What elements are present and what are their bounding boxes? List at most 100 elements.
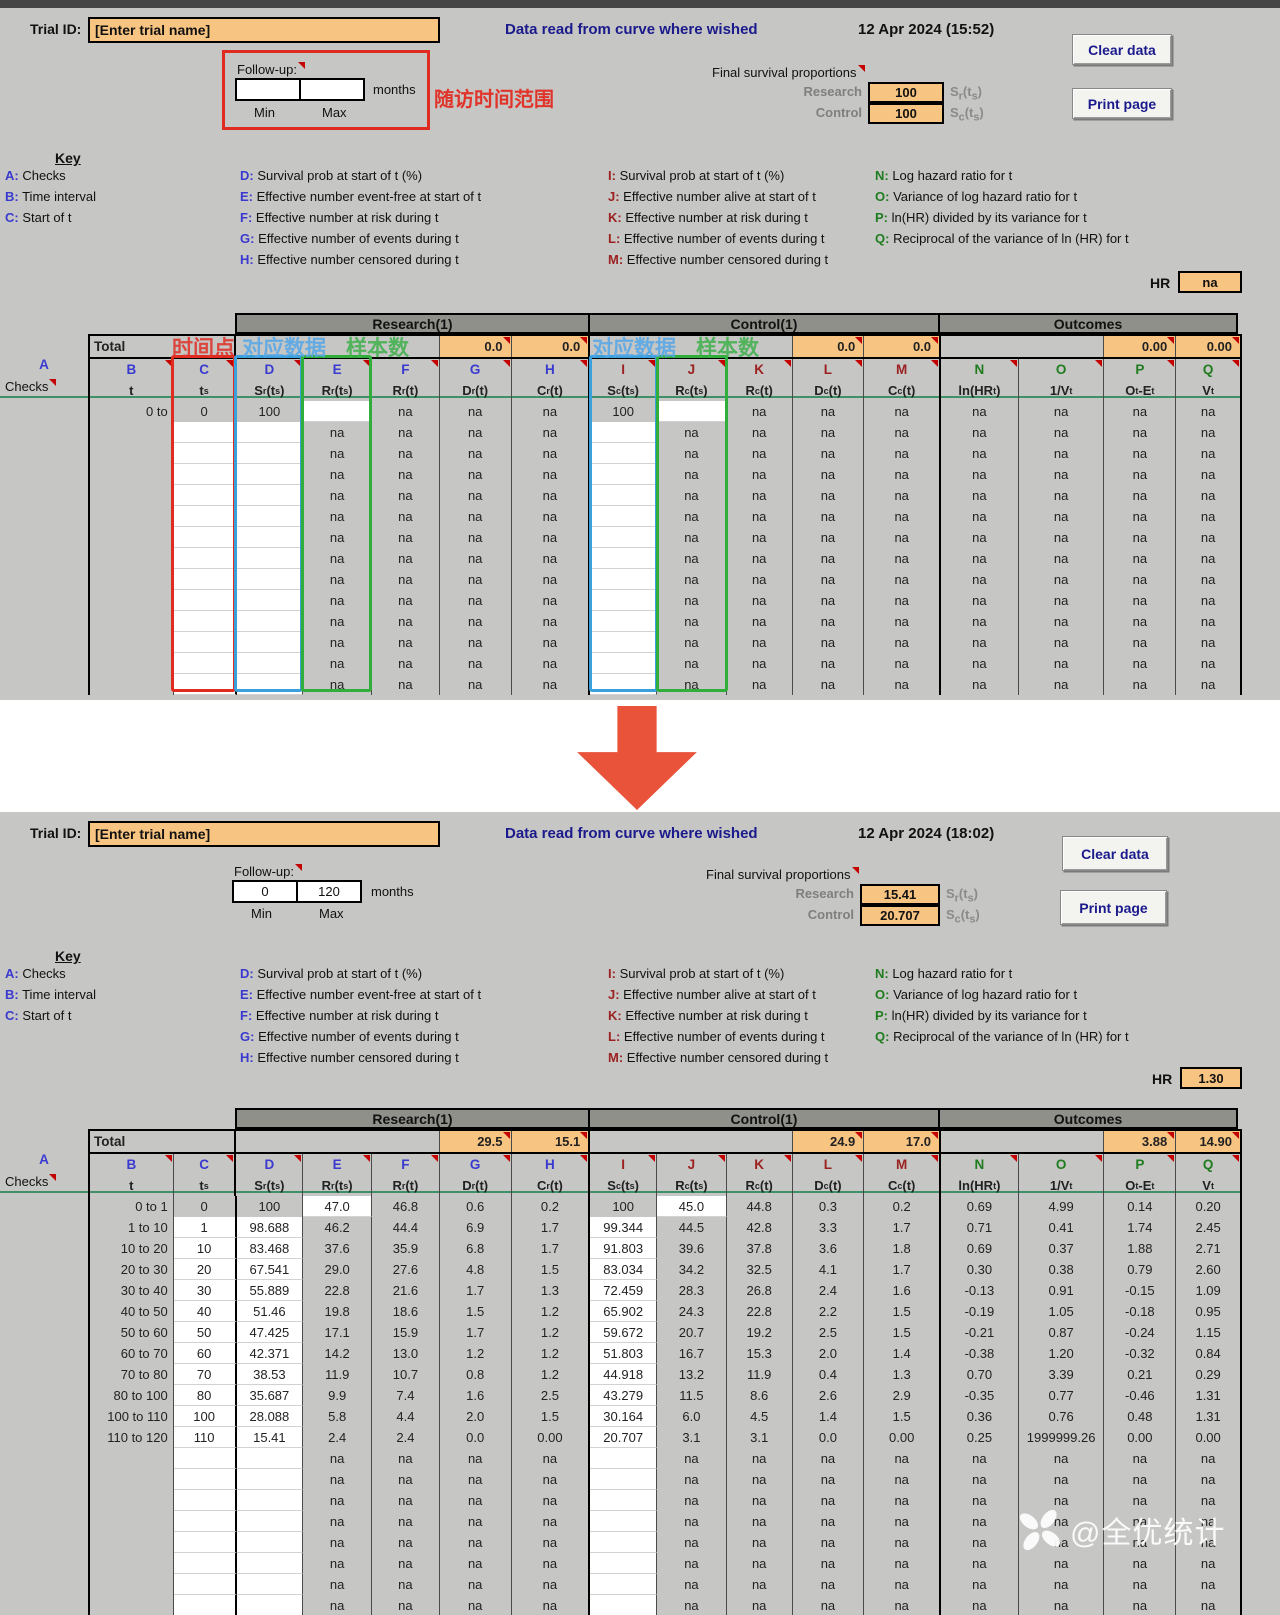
cell-D[interactable] bbox=[236, 1469, 304, 1490]
cell-I[interactable] bbox=[590, 653, 658, 674]
control-survival-input[interactable]: 100 bbox=[868, 103, 944, 124]
cell-D[interactable] bbox=[236, 611, 304, 632]
cell-D[interactable]: 51.46 bbox=[236, 1301, 304, 1322]
cell-D[interactable] bbox=[236, 422, 304, 443]
cell-I[interactable] bbox=[590, 464, 658, 485]
cell-D[interactable]: 55.889 bbox=[236, 1280, 304, 1301]
cell-I[interactable] bbox=[590, 674, 658, 695]
cell-I[interactable] bbox=[590, 1511, 658, 1532]
research-survival-input[interactable]: 15.41 bbox=[860, 884, 940, 905]
cell-C[interactable] bbox=[173, 632, 237, 653]
cell-D[interactable]: 98.688 bbox=[236, 1217, 304, 1238]
cell-D[interactable]: 38.53 bbox=[236, 1364, 304, 1385]
cell-C[interactable] bbox=[173, 443, 237, 464]
cell-C[interactable] bbox=[173, 548, 237, 569]
clear-data-button[interactable]: Clear data bbox=[1072, 34, 1172, 65]
cell-C[interactable] bbox=[173, 1469, 237, 1490]
cell-D[interactable]: 47.425 bbox=[236, 1322, 304, 1343]
followup-min-input[interactable]: 0 bbox=[232, 880, 298, 903]
cell-I[interactable]: 43.279 bbox=[590, 1385, 658, 1406]
cell-E[interactable] bbox=[303, 401, 373, 422]
cell-D[interactable]: 35.687 bbox=[236, 1385, 304, 1406]
cell-C[interactable]: 80 bbox=[173, 1385, 237, 1406]
cell-D[interactable] bbox=[236, 485, 304, 506]
cell-I[interactable]: 83.034 bbox=[590, 1259, 658, 1280]
cell-C[interactable]: 100 bbox=[173, 1406, 237, 1427]
cell-D[interactable] bbox=[236, 443, 304, 464]
cell-I[interactable]: 59.672 bbox=[590, 1322, 658, 1343]
cell-I[interactable] bbox=[590, 1469, 658, 1490]
cell-I[interactable] bbox=[590, 1448, 658, 1469]
cell-C[interactable] bbox=[173, 1511, 237, 1532]
cell-I[interactable]: 30.164 bbox=[590, 1406, 658, 1427]
cell-I[interactable] bbox=[590, 590, 658, 611]
cell-C[interactable]: 20 bbox=[173, 1259, 237, 1280]
cell-I[interactable] bbox=[590, 569, 658, 590]
cell-C[interactable] bbox=[173, 653, 237, 674]
cell-D[interactable] bbox=[236, 1511, 304, 1532]
cell-C[interactable] bbox=[173, 464, 237, 485]
cell-C[interactable]: 110 bbox=[173, 1427, 237, 1448]
cell-I[interactable] bbox=[590, 1595, 658, 1615]
cell-D[interactable] bbox=[236, 1595, 304, 1615]
cell-I[interactable] bbox=[590, 1490, 658, 1511]
cell-C[interactable] bbox=[173, 1595, 237, 1615]
cell-C[interactable] bbox=[173, 590, 237, 611]
cell-D[interactable] bbox=[236, 674, 304, 695]
cell-C[interactable]: 50 bbox=[173, 1322, 237, 1343]
cell-E[interactable]: 47.0 bbox=[303, 1196, 373, 1217]
cell-C[interactable]: 40 bbox=[173, 1301, 237, 1322]
cell-D[interactable] bbox=[236, 527, 304, 548]
followup-max-input[interactable]: 120 bbox=[296, 880, 362, 903]
cell-C[interactable] bbox=[173, 674, 237, 695]
cell-C[interactable] bbox=[173, 1574, 237, 1595]
cell-C[interactable] bbox=[173, 527, 237, 548]
cell-C[interactable] bbox=[173, 611, 237, 632]
cell-I[interactable] bbox=[590, 443, 658, 464]
cell-I[interactable] bbox=[590, 611, 658, 632]
control-survival-input[interactable]: 20.707 bbox=[860, 905, 940, 926]
cell-D[interactable] bbox=[236, 548, 304, 569]
cell-I[interactable] bbox=[590, 1532, 658, 1553]
followup-max-input[interactable] bbox=[299, 78, 365, 101]
cell-I[interactable] bbox=[590, 1553, 658, 1574]
cell-C[interactable]: 1 bbox=[173, 1217, 237, 1238]
cell-I[interactable] bbox=[590, 1574, 658, 1595]
print-page-button[interactable]: Print page bbox=[1072, 88, 1172, 119]
cell-I[interactable] bbox=[590, 506, 658, 527]
cell-I[interactable]: 91.803 bbox=[590, 1238, 658, 1259]
cell-D[interactable]: 67.541 bbox=[236, 1259, 304, 1280]
cell-I[interactable] bbox=[590, 632, 658, 653]
cell-D[interactable]: 28.088 bbox=[236, 1406, 304, 1427]
cell-D[interactable] bbox=[236, 1574, 304, 1595]
cell-C[interactable]: 70 bbox=[173, 1364, 237, 1385]
cell-D[interactable]: 42.371 bbox=[236, 1343, 304, 1364]
cell-C[interactable] bbox=[173, 506, 237, 527]
cell-C[interactable]: 60 bbox=[173, 1343, 237, 1364]
cell-J[interactable] bbox=[657, 401, 727, 422]
cell-C[interactable] bbox=[173, 1448, 237, 1469]
cell-D[interactable] bbox=[236, 1448, 304, 1469]
cell-I[interactable] bbox=[590, 422, 658, 443]
cell-I[interactable]: 72.459 bbox=[590, 1280, 658, 1301]
cell-D[interactable]: 83.468 bbox=[236, 1238, 304, 1259]
cell-C[interactable] bbox=[173, 422, 237, 443]
cell-C[interactable] bbox=[173, 1490, 237, 1511]
trial-id-input[interactable]: [Enter trial name] bbox=[88, 17, 440, 43]
cell-C[interactable] bbox=[173, 569, 237, 590]
cell-C[interactable]: 30 bbox=[173, 1280, 237, 1301]
cell-D[interactable] bbox=[236, 1553, 304, 1574]
clear-data-button[interactable]: Clear data bbox=[1062, 836, 1168, 871]
cell-I[interactable]: 99.344 bbox=[590, 1217, 658, 1238]
cell-I[interactable]: 20.707 bbox=[590, 1427, 658, 1448]
cell-C[interactable] bbox=[173, 1532, 237, 1553]
cell-C[interactable] bbox=[173, 1553, 237, 1574]
cell-D[interactable] bbox=[236, 653, 304, 674]
cell-I[interactable] bbox=[590, 527, 658, 548]
cell-C[interactable] bbox=[173, 485, 237, 506]
cell-J[interactable]: 45.0 bbox=[657, 1196, 727, 1217]
cell-I[interactable] bbox=[590, 548, 658, 569]
cell-I[interactable]: 44.918 bbox=[590, 1364, 658, 1385]
cell-D[interactable] bbox=[236, 590, 304, 611]
cell-D[interactable] bbox=[236, 506, 304, 527]
